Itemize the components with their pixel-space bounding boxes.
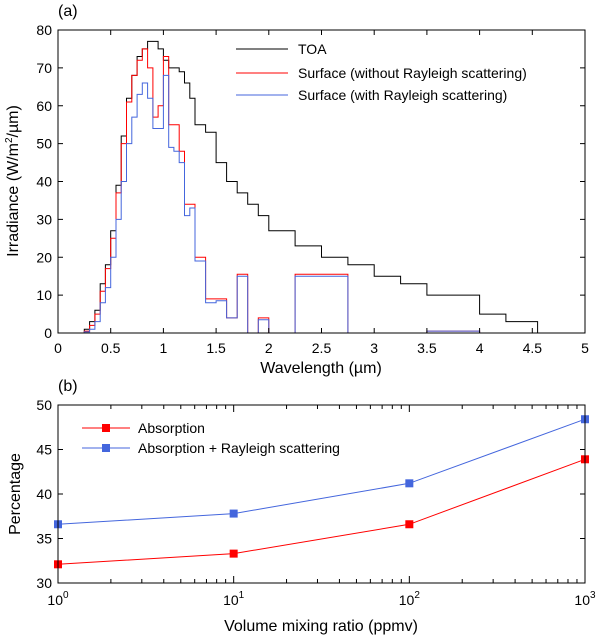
x-tick-label: 1: [160, 340, 168, 356]
x-tick-label: 5: [581, 340, 589, 356]
panel-b-series: [54, 415, 589, 569]
panel-a-x-ticks: 0 0.5 1 1.5 2 2.5 3 3.5 4 4.5 5: [54, 30, 589, 356]
data-point-absorption: [405, 520, 414, 529]
legend-label-absorption: Absorption: [138, 420, 205, 436]
panel-b-x-ticks: 100 101 102 103: [47, 405, 596, 608]
panel-a-spectrum-chart: (a) 0 0.5 1 1.5 2 2.5 3 3.5 4 4.5 5 0 10 20 30 40 50 60 7…: [4, 3, 589, 377]
data-point-absorption-rayleigh-scattering: [229, 509, 238, 518]
y-tick-label: 50: [36, 136, 52, 152]
y-tick-label: 40: [36, 174, 52, 190]
x-tick-label: 0.5: [101, 340, 121, 356]
y-tick-label: 40: [36, 486, 52, 502]
panel-b-y-ticks: 30 35 40 45 50: [36, 397, 585, 591]
x-tick-label: 0: [54, 340, 62, 356]
legend-label-absorption-rayleigh: Absorption + Rayleigh scattering: [138, 440, 340, 456]
panel-a-label: (a): [58, 3, 78, 20]
y-tick-label: 20: [36, 249, 52, 265]
series-line-absorption-rayleigh-scattering: [57, 418, 586, 525]
x-tick-label: 103: [574, 590, 596, 608]
legend-label-surface-no-rayleigh: Surface (without Rayleigh scattering): [298, 65, 527, 81]
data-point-absorption: [229, 549, 238, 558]
panel-b-x-axis-label: Volume mixing ratio (ppmv): [224, 618, 418, 635]
y-tick-label: 30: [36, 211, 52, 227]
legend-marker-absorption-rayleigh: [102, 444, 110, 452]
panel-a-y-axis-label-pre: Irradiance (W/m: [5, 143, 22, 257]
legend-label-toa: TOA: [298, 41, 327, 57]
panel-b-label: (b): [58, 378, 78, 395]
y-tick-label: 35: [36, 531, 52, 547]
x-tick-label: 2: [265, 340, 273, 356]
x-tick-label: 1.5: [206, 340, 226, 356]
data-point-absorption-rayleigh-scattering: [405, 479, 414, 488]
y-tick-label: 45: [36, 442, 52, 458]
x-tick-label: 102: [399, 590, 421, 608]
x-tick-label: 4: [476, 340, 484, 356]
x-tick-label: 100: [47, 590, 69, 608]
panel-b-percentage-chart: (b) 100 101 102 103 30 35 40 45 50 Volume mixin…: [7, 378, 596, 635]
y-tick-label: 50: [36, 397, 52, 413]
panel-a-legend: TOA Surface (without Rayleigh scattering…: [236, 41, 527, 103]
panel-a-y-axis-label-post: /µm): [5, 105, 22, 137]
panel-a-y-axis-label-sup: 2: [4, 137, 15, 143]
panel-b-y-axis-label: Percentage: [7, 453, 24, 535]
panel-a-y-ticks: 0 10 20 30 40 50 60 70 80: [36, 22, 585, 341]
y-tick-label: 0: [44, 325, 52, 341]
y-tick-label: 30: [36, 575, 52, 591]
y-tick-label: 10: [36, 287, 52, 303]
series-line-absorption: [57, 458, 586, 565]
x-tick-label: 3.5: [417, 340, 437, 356]
y-tick-label: 60: [36, 98, 52, 114]
x-tick-label: 4.5: [523, 340, 543, 356]
y-tick-label: 80: [36, 22, 52, 38]
panel-a-series: [83, 40, 539, 334]
legend-marker-absorption: [102, 424, 110, 432]
panel-a-x-axis-label: Wavelength (µm): [260, 360, 382, 377]
x-tick-label: 3: [370, 340, 378, 356]
series-line-surface-with-rayleigh-scattering: [83, 74, 538, 334]
x-tick-label: 2.5: [312, 340, 332, 356]
legend-label-surface-rayleigh: Surface (with Rayleigh scattering): [298, 87, 507, 103]
y-tick-label: 70: [36, 60, 52, 76]
x-tick-label: 101: [223, 590, 245, 608]
series-line-toa: [83, 40, 539, 333]
panel-a-y-axis-label: Irradiance (W/m2/µm): [4, 105, 22, 257]
panel-b-legend: Absorption Absorption + Rayleigh scatter…: [82, 420, 340, 456]
